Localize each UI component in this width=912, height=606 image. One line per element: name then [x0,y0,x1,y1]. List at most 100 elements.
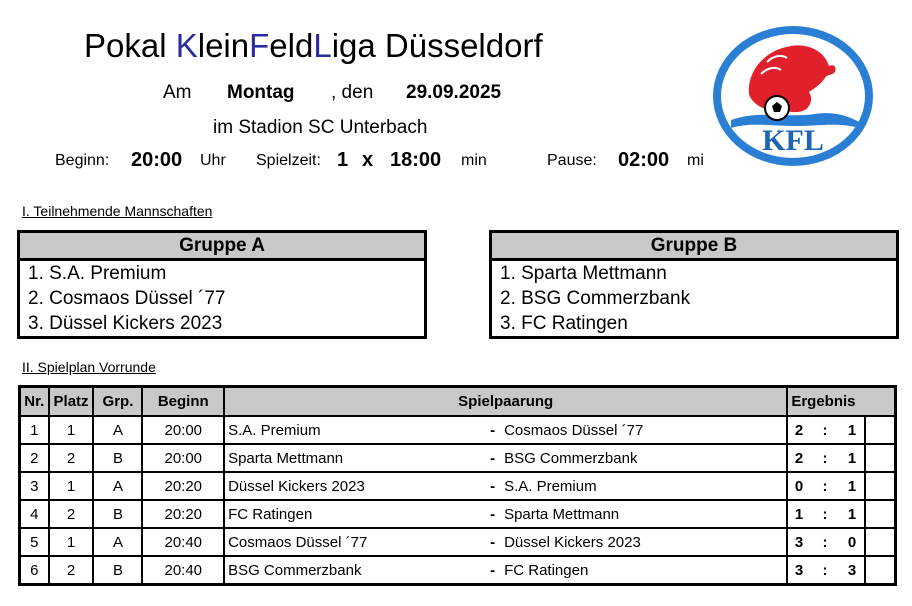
uhr-label: Uhr [200,152,226,169]
group-b-box: Gruppe B 1. Sparta Mettmann 2. BSG Comme… [489,230,899,339]
away-team: S.A. Premium [504,477,597,495]
cell-platz: 2 [47,555,95,586]
group-b-title: Gruppe B [492,233,896,261]
score-home: 0 [786,471,810,501]
group-a-title: Gruppe A [20,233,424,261]
home-team: FC Ratingen [228,505,313,523]
schedule-header-row: Nr. Platz Grp. Beginn Spielpaarung Ergeb… [18,385,897,417]
beginn-label: Beginn: [55,152,110,169]
col-grp: Grp. [92,385,144,417]
cell-platz: 2 [47,443,95,473]
cell-extra [863,499,897,529]
score-away: 1 [840,443,866,473]
cell-nr: 4 [18,499,50,529]
cell-grp: A [92,415,144,445]
cell-grp: B [92,443,144,473]
date-value: 29.09.2025 [406,82,502,103]
cell-pairing: S.A. Premium - Cosmaos Düssel ´77 [223,415,789,445]
table-row: 4 2 B 20:20 FC Ratingen - Sparta Mettmann 1:1 [18,499,897,529]
score-home: 2 [786,443,810,473]
table-row: 1 1 A 20:00 S.A. Premium - Cosmaos Düssel ´77 2… [18,415,897,445]
venue-text: im Stadion SC Unterbach [213,117,428,138]
score-away: 3 [840,555,866,586]
table-row: 5 1 A 20:40 Cosmaos Düssel ´77 - Düssel Kicker… [18,527,897,557]
title-part: iga Düsseldorf [331,27,543,64]
score-home: 3 [786,555,810,586]
cell-nr: 2 [18,443,50,473]
cell-grp: A [92,471,144,501]
group-b-team: 2. BSG Commerzbank [500,288,691,309]
pairing-separator: - [490,561,496,579]
pairing-separator: - [490,449,496,467]
cell-pairing: BSG Commerzbank - FC Ratingen [223,555,789,586]
col-nr: Nr. [18,385,50,417]
title-part: lein [197,27,250,64]
cell-platz: 1 [47,471,95,501]
score-away: 1 [840,499,866,529]
cell-beginn: 20:40 [141,555,226,586]
group-b-team: 3. FC Ratingen [500,313,628,334]
cell-platz: 1 [47,527,95,557]
title-accent-k: K [175,27,198,64]
col-extra [864,385,897,417]
spielzeit-count: 1 [337,149,349,171]
pairing-separator: - [490,505,496,523]
cell-extra [863,555,897,586]
beginn-time: 20:00 [131,149,183,171]
cell-beginn: 20:20 [141,499,226,529]
cell-platz: 1 [47,415,95,445]
title-part: eld [269,27,314,64]
table-row: 6 2 B 20:40 BSG Commerzbank - FC Ratingen 3:3 [18,555,897,586]
cell-grp: B [92,499,144,529]
table-row: 2 2 B 20:00 Sparta Mettmann - BSG Commerzbank 2… [18,443,897,473]
pairing-separator: - [490,421,496,439]
pause-time: 02:00 [618,149,670,171]
away-team: BSG Commerzbank [504,449,638,467]
group-a-box: Gruppe A 1. S.A. Premium 2. Cosmaos Düss… [17,230,427,339]
cell-nr: 5 [18,527,50,557]
col-spielpaarung: Spielpaarung [223,385,789,417]
home-team: Sparta Mettmann [228,449,344,467]
away-team: FC Ratingen [504,561,589,579]
group-a-team: 1. S.A. Premium [28,263,167,284]
score-home: 1 [786,499,810,529]
score-home: 3 [786,527,810,557]
group-b-team: 1. Sparta Mettmann [500,263,667,284]
cell-nr: 6 [18,555,50,586]
spielzeit-time: 18:00 [390,149,442,171]
section-teams-heading: I. Teilnehmende Mannschaften [22,203,213,219]
title-accent-f: F [249,27,270,64]
pairing-separator: - [490,533,496,551]
min-label: min [461,152,487,169]
cell-extra [863,527,897,557]
section-schedule-heading: II. Spielplan Vorrunde [22,359,156,375]
cell-beginn: 20:00 [141,443,226,473]
cell-grp: A [92,527,144,557]
football-icon [764,95,790,121]
page-title: Pokal KleinFeldLiga Düsseldorf [84,27,543,65]
cell-pairing: Düssel Kickers 2023 - S.A. Premium [223,471,789,501]
pause-label: Pause: [547,152,597,169]
title-accent-l: L [313,27,332,64]
table-row: 3 1 A 20:20 Düssel Kickers 2023- S.A. Premium… [18,471,897,501]
am-label: Am [163,82,192,103]
group-a-team: 3. Düssel Kickers 2023 [28,313,223,334]
score-colon: : [809,527,841,557]
home-team: Düssel Kickers 2023 [228,477,365,495]
score-colon: : [809,415,841,445]
den-label: , den [331,82,374,103]
pairing-separator: - [490,477,496,495]
score-away: 1 [840,415,866,445]
group-a-team: 2. Cosmaos Düssel ´77 [28,288,226,309]
home-team: Cosmaos Düssel ´77 [228,533,368,551]
mi-label: mi [687,152,704,169]
score-home: 2 [786,415,810,445]
cell-nr: 1 [18,415,50,445]
kfl-logo: KFL [713,26,873,166]
score-colon: : [809,499,841,529]
away-team: Cosmaos Düssel ´77 [504,421,644,439]
home-team: S.A. Premium [228,421,321,439]
cell-platz: 2 [47,499,95,529]
lion-icon [748,45,836,113]
col-platz: Platz [47,385,95,417]
